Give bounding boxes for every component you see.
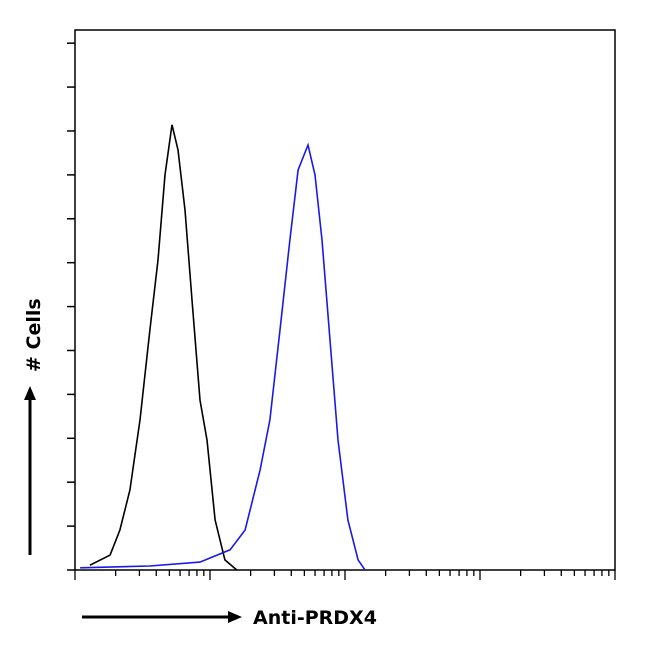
plot-frame	[74, 29, 616, 571]
x-axis-label: Anti-PRDX4	[253, 607, 377, 629]
histogram-line	[89, 124, 238, 571]
x-arrow-head	[228, 611, 242, 623]
y-axis-label: # Cells	[23, 298, 45, 372]
histogram-line	[80, 142, 366, 571]
y-arrow-head	[24, 386, 36, 400]
